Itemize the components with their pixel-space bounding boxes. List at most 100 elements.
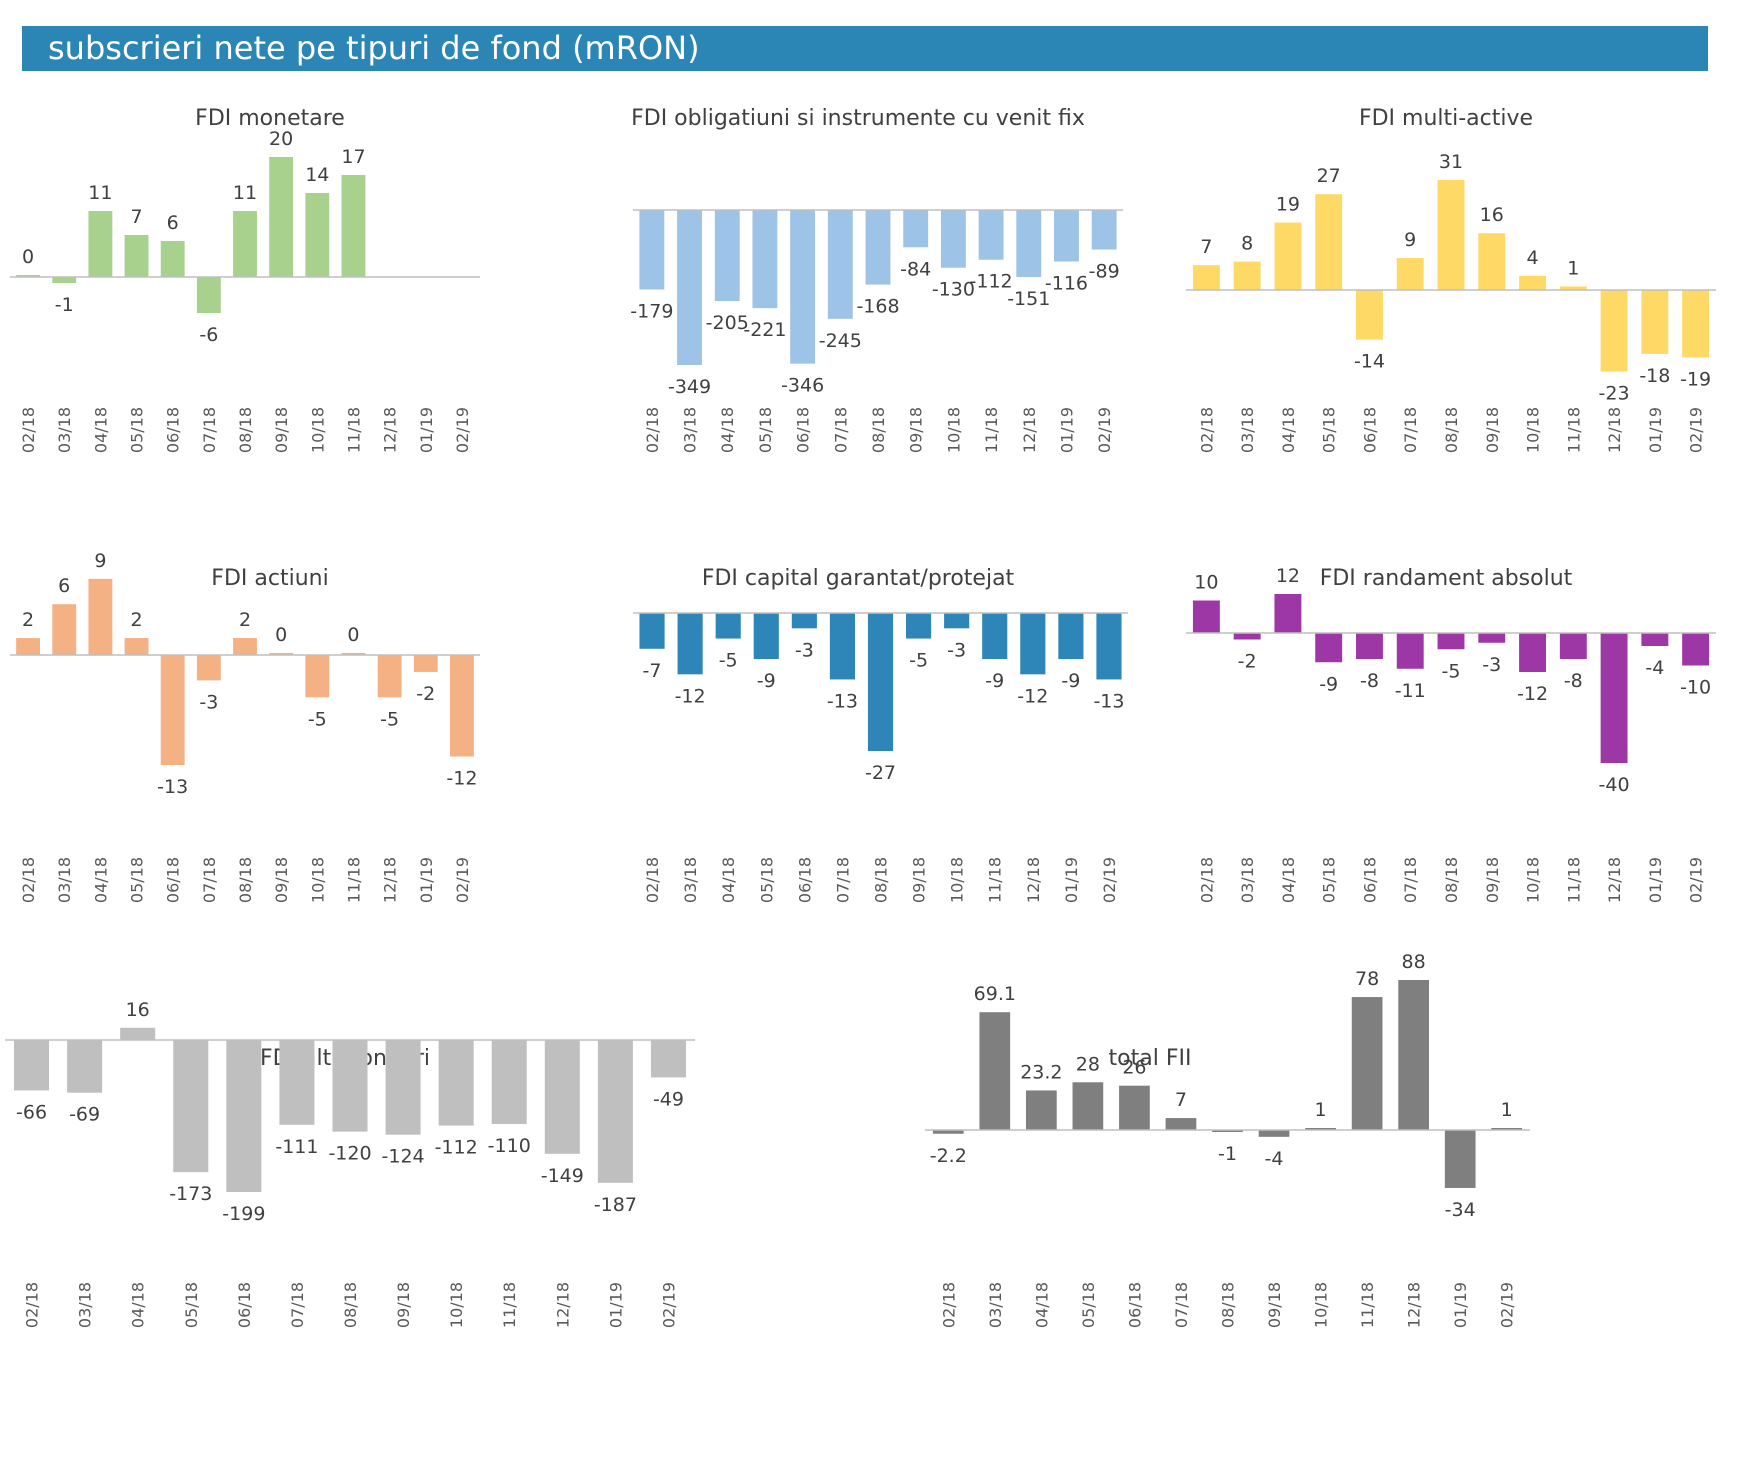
- data-label: -13: [827, 690, 858, 712]
- bar: [714, 210, 740, 302]
- x-tick-label: 02/18: [643, 857, 662, 903]
- x-tick-label: 02/19: [1687, 857, 1706, 903]
- bar: [16, 638, 41, 655]
- data-label: 11: [233, 182, 257, 204]
- bar: [269, 157, 294, 277]
- x-tick-label: 11/18: [986, 857, 1005, 903]
- x-tick-label: 01/19: [417, 407, 436, 453]
- x-tick-label: 05/18: [1320, 407, 1339, 453]
- data-label: 0: [22, 246, 34, 268]
- data-label: -23: [1599, 383, 1630, 405]
- x-tick-label: 08/18: [236, 407, 255, 453]
- bar: [650, 1040, 686, 1078]
- x-tick-label: 03/18: [55, 407, 74, 453]
- header-banner: subscrieri nete pe tipuri de fond (mRON): [22, 26, 1708, 71]
- x-tick-label: 01/19: [606, 1282, 625, 1328]
- x-tick-label: 06/18: [1360, 407, 1379, 453]
- x-tick-label: 12/18: [1605, 407, 1624, 453]
- x-tick-label: 02/19: [453, 407, 472, 453]
- bar: [1444, 1130, 1476, 1188]
- data-label: -3: [795, 639, 814, 661]
- bar: [1054, 210, 1079, 262]
- bar: [1025, 1090, 1057, 1130]
- x-tick-label: 10/18: [308, 407, 327, 453]
- data-label: -3: [199, 691, 218, 713]
- data-label: 4: [1526, 247, 1538, 269]
- bar: [827, 210, 853, 319]
- chart-fdi-actiuni: FDI actiuni 2 02/18 6 03/18 9 04/18 2 05/18 -13 06…: [10, 550, 480, 903]
- x-tick-label: 03/18: [986, 1282, 1005, 1328]
- data-label: -19: [1680, 368, 1711, 390]
- x-tick-label: 07/18: [1401, 857, 1420, 903]
- x-tick-label: 02/19: [1498, 1282, 1517, 1328]
- x-tick-label: 06/18: [794, 407, 813, 453]
- bar: [1396, 258, 1424, 290]
- chart-panel-fdi-randament-absolut: FDI randament absolut 10 02/18 -2 03/18 12 04/…: [1186, 555, 1716, 975]
- x-tick-label: 01/19: [1451, 1282, 1470, 1328]
- data-label: 16: [126, 999, 150, 1021]
- x-tick-label: 07/18: [200, 407, 219, 453]
- x-tick-label: 02/19: [659, 1282, 678, 1328]
- bar: [233, 211, 257, 277]
- bar: [982, 613, 1008, 659]
- data-label: -5: [308, 708, 327, 730]
- data-label: 1: [1501, 1099, 1513, 1121]
- chart-panel-fdi-multi-active: FDI multi-active 7 02/18 8 03/18 19 04/18 27 05/…: [1186, 95, 1716, 515]
- bar: [269, 653, 294, 655]
- data-label: 2: [22, 609, 34, 631]
- data-label: -3: [947, 639, 966, 661]
- chart-fdi-randament-absolut: FDI randament absolut 10 02/18 -2 03/18 12 04/…: [1186, 565, 1716, 903]
- bar: [67, 1040, 103, 1093]
- data-label: -4: [1645, 657, 1664, 679]
- bar: [791, 613, 817, 629]
- data-label: -9: [757, 670, 776, 692]
- data-label: 12: [1276, 565, 1300, 587]
- bar: [544, 1040, 580, 1154]
- chart-panel-fdi-capital-garantat: FDI capital garantat/protejat -7 02/18 -12 0…: [598, 555, 1128, 975]
- bar: [639, 210, 665, 290]
- data-label: -66: [16, 1101, 47, 1123]
- bar: [1396, 633, 1424, 669]
- chart-title: FDI randament absolut: [1320, 566, 1573, 591]
- data-label: -173: [169, 1183, 212, 1205]
- bar: [829, 613, 855, 680]
- x-tick-label: 05/18: [128, 857, 147, 903]
- bar: [1119, 1085, 1150, 1130]
- x-tick-label: 05/18: [757, 857, 776, 903]
- chart-title: FDI capital garantat/protejat: [702, 566, 1015, 591]
- data-label: 27: [1317, 165, 1341, 187]
- bar: [1519, 633, 1546, 672]
- bar: [341, 175, 366, 277]
- data-label: -116: [1045, 273, 1088, 295]
- bar: [377, 655, 402, 698]
- x-tick-label: 09/18: [272, 857, 291, 903]
- data-label: -5: [380, 708, 399, 730]
- bar: [88, 211, 113, 277]
- bar: [865, 210, 891, 285]
- x-tick-label: 03/18: [681, 407, 700, 453]
- data-label: -12: [446, 768, 477, 790]
- data-label: 28: [1076, 1053, 1100, 1075]
- x-tick-label: 09/18: [272, 407, 291, 453]
- bar: [160, 241, 185, 277]
- chart-title: FDI monetare: [195, 106, 345, 131]
- data-label: 7: [1175, 1089, 1187, 1111]
- data-label: -110: [488, 1135, 531, 1157]
- bar: [753, 613, 779, 659]
- x-tick-label: 04/18: [1032, 1282, 1051, 1328]
- x-tick-label: 03/18: [76, 1282, 95, 1328]
- bar: [1020, 613, 1046, 675]
- bar: [944, 613, 970, 629]
- bar: [173, 1040, 209, 1173]
- x-tick-label: 11/18: [1564, 857, 1583, 903]
- x-tick-label: 12/18: [1024, 857, 1043, 903]
- x-tick-label: 08/18: [341, 1282, 360, 1328]
- data-label: 20: [269, 128, 293, 150]
- bar: [903, 210, 929, 248]
- data-label: 23.2: [1020, 1061, 1062, 1083]
- data-label: -12: [675, 685, 706, 707]
- x-tick-label: 11/18: [500, 1282, 519, 1328]
- data-label: -168: [856, 296, 899, 318]
- bar: [677, 210, 702, 365]
- bar: [906, 613, 932, 639]
